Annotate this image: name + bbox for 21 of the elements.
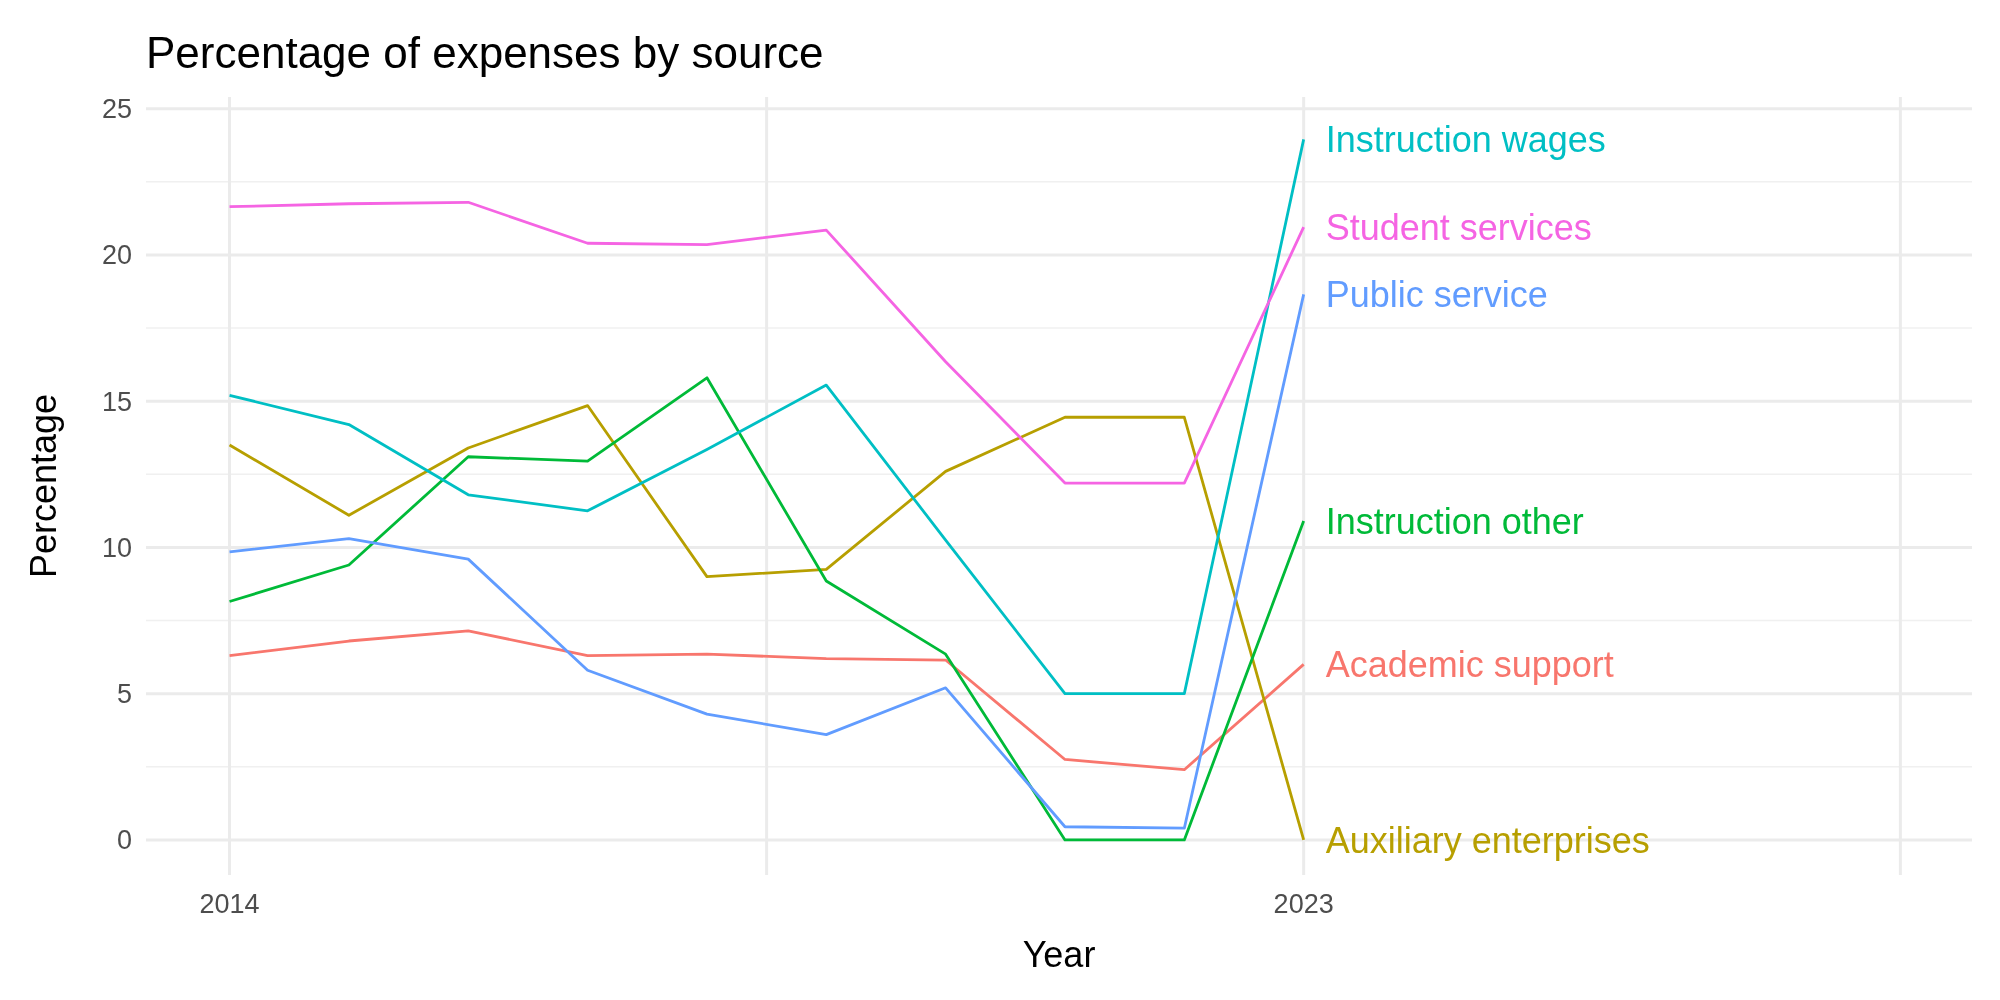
y-tick-label: 20 [101,240,132,271]
y-tick-label: 10 [101,532,132,563]
y-tick-label: 15 [101,386,132,417]
y-tick-label: 25 [101,94,132,125]
series-label: Auxiliary enterprises [1325,819,1650,861]
x-axis-title: Year [1022,934,1096,975]
line-series [228,629,1306,772]
series-label: Academic support [1325,644,1614,686]
line-series [228,138,1306,696]
x-tick-label: 2023 [1273,889,1334,919]
y-tick-label: 0 [116,825,132,856]
y-axis-title: Percentage [23,393,64,579]
series-label: Instruction other [1325,500,1584,542]
chart-title: Percentage of expenses by source [146,28,824,77]
series-label: Student services [1325,206,1592,248]
y-tick-label: 5 [116,679,132,710]
x-tick-label: 2014 [199,889,260,919]
line-series [228,200,1306,485]
series-label: Instruction wages [1325,119,1606,161]
series-label: Public service [1325,274,1548,316]
line-series [228,293,1306,830]
